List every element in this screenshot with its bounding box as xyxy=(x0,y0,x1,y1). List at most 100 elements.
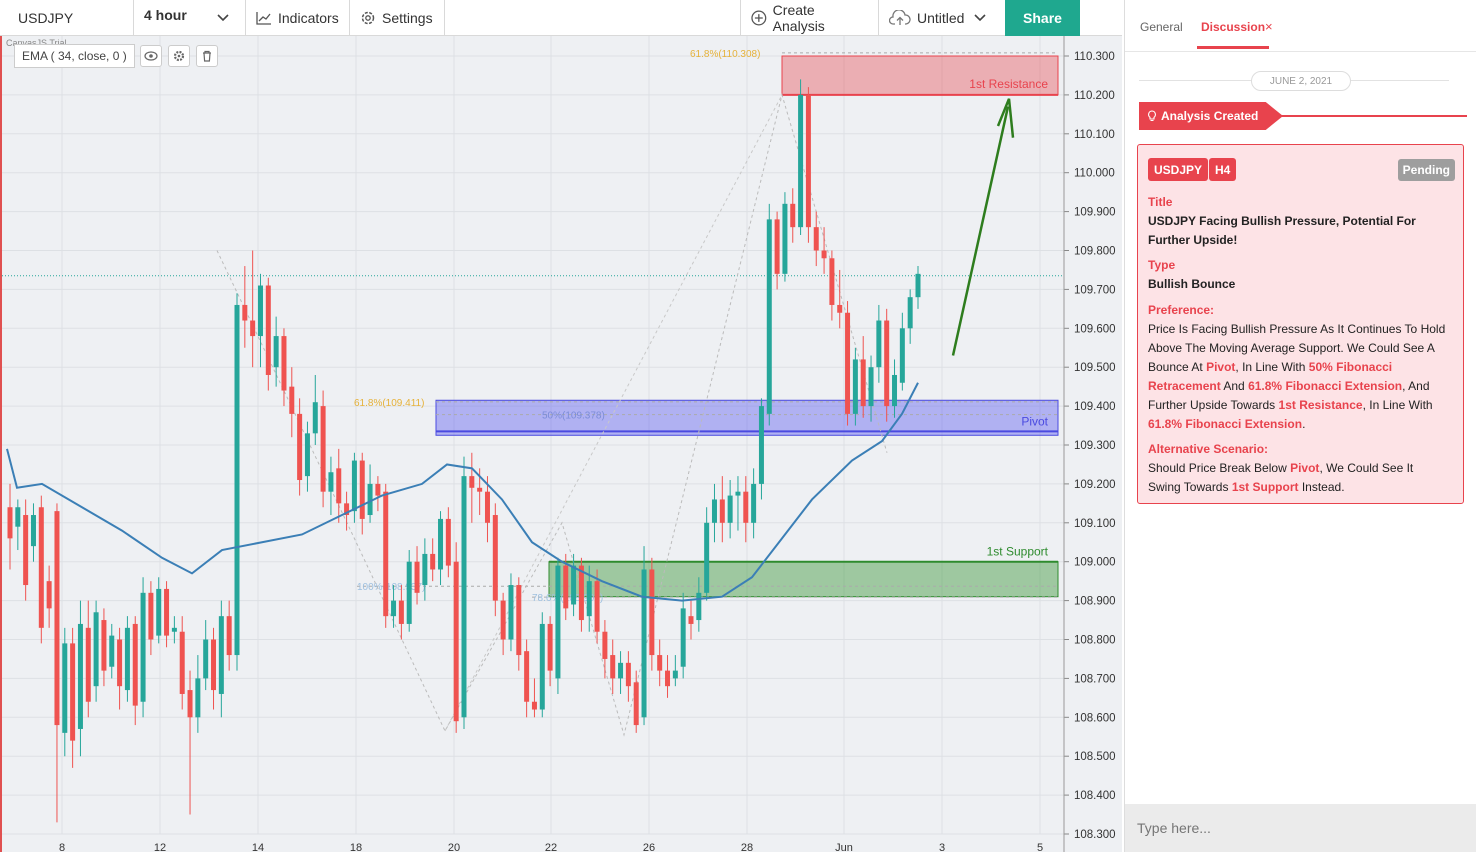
candle-up xyxy=(391,600,397,617)
candle-up xyxy=(422,553,428,586)
untitled-select[interactable]: Untitled xyxy=(879,0,1005,36)
candle-up xyxy=(351,460,357,512)
ema-indicator-label[interactable]: EMA ( 34, close, 0 ) xyxy=(14,44,135,68)
candle-down xyxy=(430,553,436,570)
lightbulb-icon xyxy=(1148,110,1156,122)
candle-down xyxy=(414,561,420,593)
banner-label: Analysis Created xyxy=(1161,109,1259,123)
trash-icon[interactable] xyxy=(196,45,218,67)
fib-label-half: 50%(109.378) xyxy=(542,411,605,422)
candle-up xyxy=(140,592,146,702)
y-tick-label: 110.200 xyxy=(1074,90,1115,102)
indicators-button[interactable]: Indicators xyxy=(246,0,350,36)
fib-label-mid: 61.8%(109.411) xyxy=(354,398,424,409)
candle-down xyxy=(445,518,451,566)
candle-down xyxy=(398,600,404,624)
y-tick-label: 108.400 xyxy=(1074,790,1116,802)
candle-down xyxy=(524,651,530,702)
close-icon[interactable]: × xyxy=(1265,19,1273,34)
x-tick-label: 5 xyxy=(1037,842,1043,852)
candle-up xyxy=(15,507,21,527)
banner-divider xyxy=(1281,115,1467,117)
candle-up xyxy=(571,565,577,605)
candle-down xyxy=(547,623,553,671)
resistance-label: 1st Resistance xyxy=(969,77,1048,91)
price-chart[interactable]: 8 12 14 18 20 22 26 28 Jun 3 5 110.300 110.200 110.10… xyxy=(2,36,1122,852)
candle-down xyxy=(132,623,138,706)
pref-text-1: Price Is Facing Bullish Pressure As It C… xyxy=(1148,322,1446,374)
candle-up xyxy=(539,623,545,710)
candle-up xyxy=(704,522,710,593)
candle-up xyxy=(195,678,201,718)
candle-down xyxy=(477,487,483,492)
gear-icon[interactable] xyxy=(168,45,190,67)
tab-discussion[interactable]: Discussion xyxy=(1201,20,1266,34)
candle-up xyxy=(62,643,68,733)
candle-down xyxy=(23,515,29,586)
plus-circle-icon xyxy=(751,10,767,26)
candle-down xyxy=(336,468,342,504)
candle-down xyxy=(484,491,490,523)
chat-input[interactable] xyxy=(1125,804,1476,852)
settings-button[interactable]: Settings xyxy=(350,0,445,36)
x-tick-label: 8 xyxy=(59,842,65,852)
candle-down xyxy=(860,359,866,407)
create-analysis-button[interactable]: Create Analysis xyxy=(740,0,879,36)
price-marker xyxy=(1066,268,1122,284)
y-tick-label: 108.800 xyxy=(1074,635,1116,647)
eye-icon[interactable] xyxy=(140,45,162,67)
y-tick-label: 110.000 xyxy=(1074,168,1115,180)
pref-text-5: , In Line With xyxy=(1362,398,1433,412)
alternative-text: Should Price Break Below Pivot, We Could… xyxy=(1148,459,1448,497)
share-button[interactable]: Share xyxy=(1005,0,1080,36)
pivot-label: Pivot xyxy=(1021,414,1048,428)
pref-fib618b: 61.8% Fibonacci Extension xyxy=(1148,417,1303,431)
analysis-card: USDJPY H4 Pending Title USDJPY Facing Bu… xyxy=(1137,144,1464,504)
support-label: 1st Support xyxy=(987,545,1049,559)
preference-heading: Preference: xyxy=(1148,303,1215,317)
fib-label-hundred: 100%(108.937) xyxy=(357,582,425,593)
analysis-panel: General Discussion × JUNE 2, 2021 Analys… xyxy=(1124,0,1476,852)
chart-area[interactable]: 8 12 14 18 20 22 26 28 Jun 3 5 110.300 110.200 110.10… xyxy=(0,36,1122,852)
pref-pivot: Pivot xyxy=(1206,360,1236,374)
candle-down xyxy=(719,499,725,523)
untitled-label: Untitled xyxy=(917,10,965,26)
tab-general[interactable]: General xyxy=(1140,20,1183,34)
candle-down xyxy=(297,413,303,481)
support-zone xyxy=(548,561,1059,598)
candle-down xyxy=(453,561,459,722)
candle-down xyxy=(211,639,217,691)
y-tick-label: 108.500 xyxy=(1074,751,1116,763)
y-tick-label: 109.300 xyxy=(1074,440,1116,452)
candle-up xyxy=(618,662,624,679)
candle-up xyxy=(328,472,334,492)
pref-text-6: . xyxy=(1302,417,1306,431)
candle-down xyxy=(610,655,616,679)
candle-down xyxy=(805,94,811,228)
candle-down xyxy=(265,285,271,375)
candle-down xyxy=(884,320,890,407)
candle-down xyxy=(250,320,256,337)
candle-up xyxy=(218,616,224,694)
analysis-created-banner: Analysis Created xyxy=(1139,102,1283,130)
analysis-title: USDJPY Facing Bullish Pressure, Potentia… xyxy=(1148,214,1416,247)
timeframe-select[interactable]: 4 hour xyxy=(134,0,246,36)
candle-down xyxy=(117,639,123,687)
candle-down xyxy=(578,565,584,621)
candle-down xyxy=(179,631,185,694)
pref-text-3: And xyxy=(1223,379,1245,393)
candle-down xyxy=(70,643,76,741)
candle-up xyxy=(868,367,874,407)
symbol-field[interactable]: USDJPY xyxy=(0,0,134,36)
candle-down xyxy=(688,616,694,624)
candle-up xyxy=(735,491,741,496)
candle-down xyxy=(7,507,13,539)
x-tick-label: 26 xyxy=(643,842,655,852)
candle-down xyxy=(563,565,569,609)
settings-label: Settings xyxy=(382,10,433,26)
y-tick-label: 110.100 xyxy=(1074,129,1115,141)
fib-label-top: 61.8%(110.308) xyxy=(690,49,760,60)
candle-up xyxy=(892,374,898,407)
pref-text-2: , In Line With xyxy=(1235,360,1306,374)
candle-up xyxy=(93,612,99,687)
